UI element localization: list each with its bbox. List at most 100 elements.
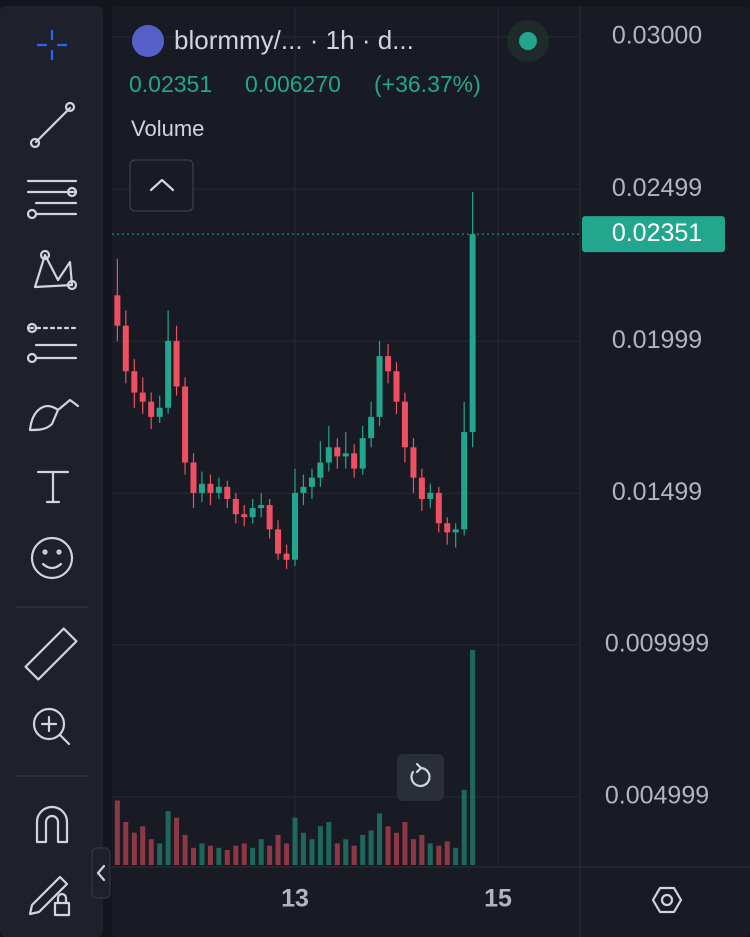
trend-line-tool[interactable] xyxy=(29,101,76,149)
y-tick-label: 0.01999 xyxy=(612,326,702,354)
candle-body xyxy=(385,356,392,372)
candle-body xyxy=(114,295,121,326)
volume-bar xyxy=(292,817,298,865)
candle-body xyxy=(207,483,214,493)
candle-body xyxy=(334,447,341,457)
volume-bar xyxy=(334,843,340,865)
measure-tool[interactable] xyxy=(24,627,78,681)
volume-bar xyxy=(174,817,180,865)
zoom-tool[interactable] xyxy=(32,707,71,746)
volume-bar xyxy=(191,847,197,865)
lock-drawings[interactable] xyxy=(28,875,71,917)
y-tick-label: 0.009999 xyxy=(605,630,709,658)
volume-bar xyxy=(385,826,391,865)
x-tick-label: 15 xyxy=(484,885,512,913)
candle-body xyxy=(131,371,138,393)
candle-body xyxy=(224,486,231,499)
candle-body xyxy=(258,505,265,509)
volume-bar xyxy=(317,826,323,865)
candle-body xyxy=(317,462,324,478)
volume-bar xyxy=(284,843,290,865)
volume-bar xyxy=(343,839,349,865)
candle-body xyxy=(444,523,451,533)
candle-body xyxy=(351,453,358,469)
candle-body xyxy=(308,477,315,487)
candle-body xyxy=(148,401,155,417)
candle-body xyxy=(215,486,222,493)
volume-bar xyxy=(216,847,222,865)
last-price: 0.02351 xyxy=(129,71,212,97)
last-price-tag-label: 0.02351 xyxy=(612,219,702,247)
crosshair-tool[interactable] xyxy=(37,30,67,60)
candle-body xyxy=(325,447,332,463)
magnet-tool[interactable] xyxy=(35,805,69,844)
y-tick-label: 0.03000 xyxy=(612,21,702,49)
volume-bar xyxy=(300,832,306,865)
candle-body xyxy=(461,432,468,530)
candle-body xyxy=(275,529,282,554)
forecast-tool[interactable] xyxy=(26,322,78,364)
volume-bar xyxy=(470,650,476,865)
candle-body xyxy=(165,340,172,408)
candle-body xyxy=(122,325,129,372)
volume-bar xyxy=(241,843,247,865)
candle-body xyxy=(410,447,417,478)
volume-bar xyxy=(275,834,281,865)
volume-bar xyxy=(453,847,459,865)
candle-body xyxy=(156,407,163,417)
volume-bar xyxy=(351,845,357,865)
volume-bar xyxy=(123,822,129,865)
text-tool[interactable] xyxy=(36,470,70,504)
volume-bar xyxy=(461,789,467,865)
volume-bar xyxy=(199,843,205,865)
volume-bar xyxy=(140,826,146,865)
x-tick-label: 13 xyxy=(281,885,309,913)
volume-legend: Volume xyxy=(131,116,204,141)
status-dot xyxy=(519,32,537,50)
volume-bar xyxy=(360,834,366,865)
candle-body xyxy=(291,492,298,560)
candle-body xyxy=(232,498,239,515)
candle-body xyxy=(182,386,189,463)
candle-body xyxy=(198,483,205,493)
candle-body xyxy=(342,453,349,457)
candle-body xyxy=(249,508,256,518)
collapse-legend[interactable] xyxy=(129,159,194,212)
candle-body xyxy=(173,340,180,387)
candle-body xyxy=(418,477,425,499)
collapse-toolbar[interactable] xyxy=(91,847,111,899)
volume-bar xyxy=(258,839,264,865)
symbol-logo xyxy=(132,25,164,57)
last-price-tag xyxy=(582,216,725,253)
volume-bar xyxy=(233,845,239,865)
brush-tool[interactable] xyxy=(28,398,80,432)
reset-button[interactable] xyxy=(397,754,444,801)
volume-bar xyxy=(402,822,408,865)
volume-bar xyxy=(444,841,450,865)
volume-bar xyxy=(326,822,332,865)
y-tick-label: 0.01499 xyxy=(612,478,702,506)
candle-body xyxy=(368,416,375,439)
symbol-title[interactable]: blormmy/... · 1h · d... xyxy=(174,25,414,55)
settings-button[interactable] xyxy=(651,886,683,914)
volume-bar xyxy=(250,847,256,865)
candle-body xyxy=(469,234,476,433)
volume-bar xyxy=(182,834,188,865)
candle-body xyxy=(359,438,366,469)
candle-body xyxy=(300,486,307,493)
emoji-tool[interactable] xyxy=(30,536,74,580)
volume-bar xyxy=(165,811,171,865)
candle-body xyxy=(266,505,273,530)
volume-bar xyxy=(148,839,154,865)
fib-tool[interactable] xyxy=(26,179,78,220)
volume-bar xyxy=(267,845,273,865)
volume-bar xyxy=(410,839,416,865)
volume-bar xyxy=(114,800,120,865)
volume-bar xyxy=(377,813,383,865)
volume-bar xyxy=(368,830,374,865)
candle-body xyxy=(393,371,400,402)
volume-bar xyxy=(436,845,442,865)
candle-body xyxy=(139,392,146,402)
pattern-tool[interactable] xyxy=(33,249,78,291)
